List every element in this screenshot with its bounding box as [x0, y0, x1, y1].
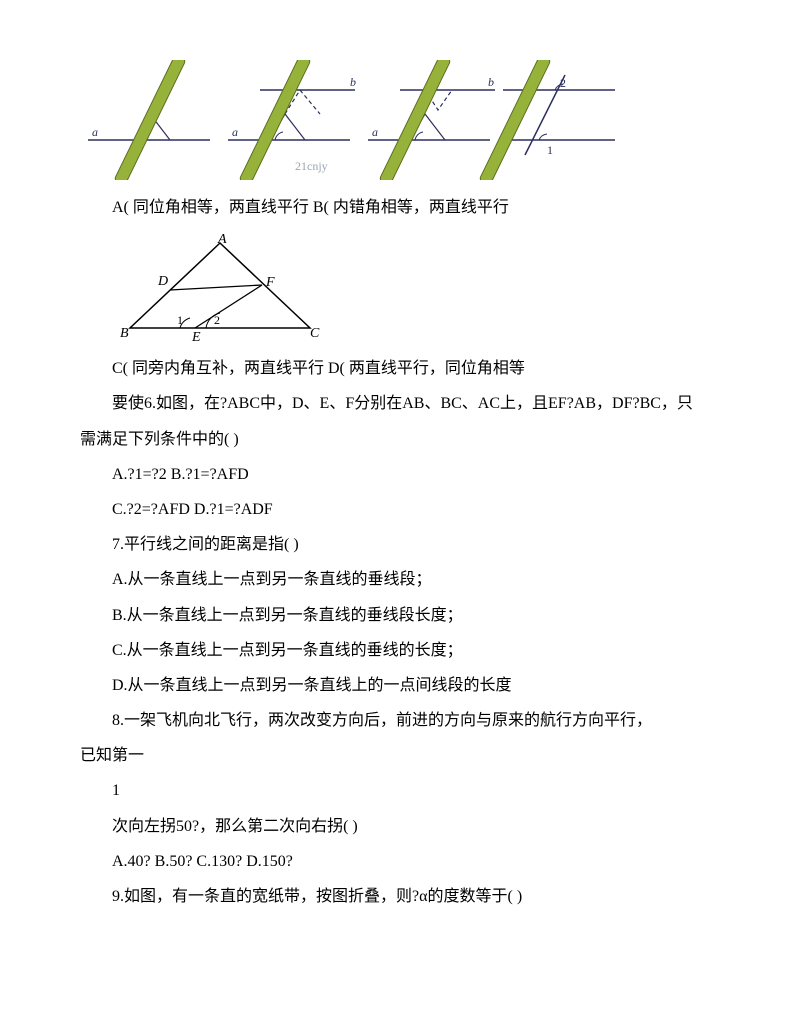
q6-stem-line1: 要使6.如图，在?ABC中，D、E、F分别在AB、BC、AC上，且EF?AB，D…: [80, 386, 720, 421]
label-1: 1: [547, 143, 553, 157]
q9-stem: 9.如图，有一条直的宽纸带，按图折叠，则?α的度数等于( ): [80, 879, 720, 914]
q7-option-a: A.从一条直线上一点到另一条直线的垂线段；: [80, 562, 720, 597]
q7-option-c: C.从一条直线上一点到另一条直线的垂线的长度；: [80, 633, 720, 668]
page-number: 1: [80, 773, 720, 808]
label-C: C: [310, 326, 320, 341]
panel-1: a: [88, 60, 210, 180]
label-E: E: [191, 330, 201, 343]
label-B: B: [120, 326, 129, 341]
options-ab: A( 同位角相等，两直线平行 B( 内错角相等，两直线平行: [80, 190, 720, 225]
q8-stem-line3: 次向左拐50?，那么第二次向右拐( ): [80, 809, 720, 844]
triangle-svg: A B C D E F 1 2: [110, 233, 340, 343]
label-A: A: [217, 233, 227, 247]
label-b2: b: [350, 75, 356, 89]
panel-figure-q5: a a b 21cnjy: [80, 60, 720, 180]
label-D: D: [157, 274, 168, 289]
panel-4: a 1 2: [479, 60, 615, 180]
q7-option-d: D.从一条直线上一点到另一条直线上的一点间线段的长度: [80, 668, 720, 703]
q8-options: A.40? B.50? C.130? D.150?: [80, 844, 720, 879]
panel-2: a b 21cnjy: [228, 60, 356, 180]
q6-options-cd: C.?2=?AFD D.?1=?ADF: [80, 492, 720, 527]
label-2: 2: [560, 76, 566, 90]
ruler-panels-svg: a a b 21cnjy: [80, 60, 620, 180]
label-a2: a: [232, 125, 238, 139]
q7-option-b: B.从一条直线上一点到另一条直线的垂线段长度；: [80, 598, 720, 633]
q7-stem: 7.平行线之间的距离是指( ): [80, 527, 720, 562]
label-angle-2: 2: [214, 313, 220, 327]
label-a3: a: [372, 125, 378, 139]
q6-options-ab: A.?1=?2 B.?1=?AFD: [80, 457, 720, 492]
label-angle-1: 1: [177, 313, 183, 327]
q6-stem-line2: 需满足下列条件中的( ): [80, 422, 720, 457]
options-cd: C( 同旁内角互补，两直线平行 D( 两直线平行，同位角相等: [80, 351, 720, 386]
label-a: a: [92, 125, 98, 139]
panel-3: a b: [368, 60, 495, 180]
label-F: F: [265, 275, 275, 290]
q8-stem-line1: 8.一架飞机向北飞行，两次改变方向后，前进的方向与原来的航行方向平行，: [80, 703, 720, 738]
q8-stem-line2: 已知第一: [80, 738, 720, 773]
label-b3: b: [488, 75, 494, 89]
brand-text: 21cnjy: [295, 159, 328, 173]
triangle-figure-q6: A B C D E F 1 2: [110, 233, 720, 343]
